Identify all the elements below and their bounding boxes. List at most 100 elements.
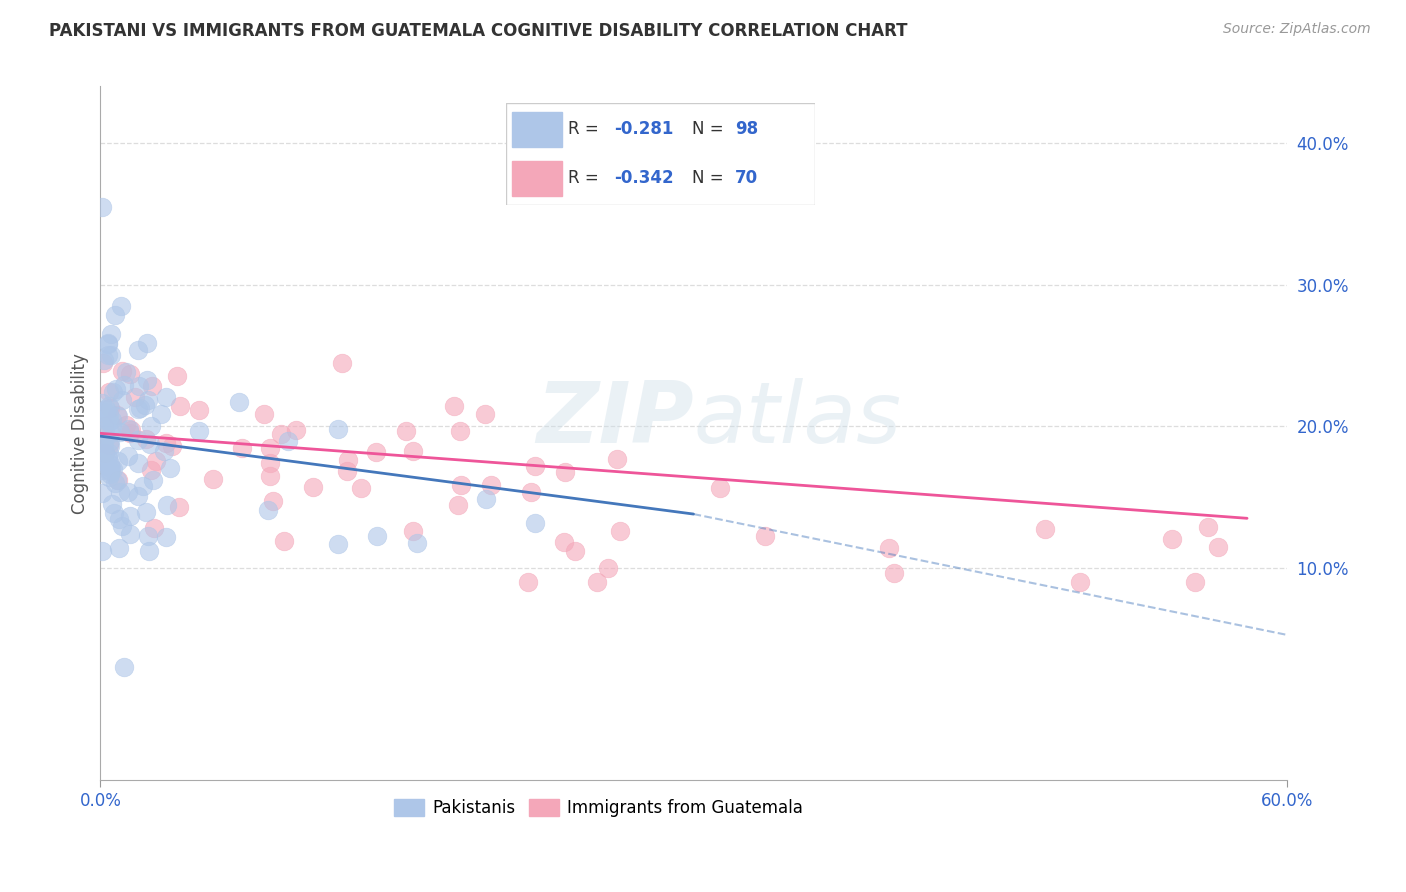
Point [103,506,125,520]
Point [124,391,146,405]
Point [111,392,134,407]
Point [100,426,122,441]
Point [94,403,117,417]
Point [138,543,160,558]
Point [134,398,156,412]
Point [97,384,120,399]
Point [553,535,575,549]
Point [402,443,425,458]
Text: 70: 70 [735,169,758,187]
Point [129,401,152,416]
Point [139,419,162,434]
Text: atlas: atlas [693,378,901,461]
FancyBboxPatch shape [512,161,562,196]
Point [96,458,118,473]
Point [606,451,628,466]
Point [554,465,576,479]
Point [127,343,149,357]
FancyBboxPatch shape [512,112,562,146]
Point [586,575,609,590]
Point [524,516,547,531]
Point [474,407,496,421]
Point [118,426,141,441]
Point [111,519,134,533]
Point [136,392,159,407]
Point [107,453,129,467]
Point [97,348,120,362]
Point [302,480,325,494]
Point [128,378,150,392]
Point [98,439,121,453]
Point [97,399,120,413]
Point [155,390,177,404]
Point [284,424,307,438]
Point [447,498,470,512]
Point [167,500,190,515]
Text: 98: 98 [735,120,758,138]
Point [1197,520,1219,534]
Point [155,435,177,450]
Point [136,336,159,351]
Point [101,497,124,511]
Point [127,401,149,416]
Text: -0.342: -0.342 [614,169,673,187]
Point [202,472,225,486]
Point [97,335,120,350]
Point [98,467,121,482]
Point [91,437,114,451]
Point [135,505,157,519]
Point [93,406,115,420]
Point [450,478,472,492]
Point [520,484,543,499]
Point [139,463,162,477]
Point [1033,522,1056,536]
Point [91,486,114,500]
Point [609,524,631,539]
Point [112,377,135,392]
Point [475,491,498,506]
Point [117,485,139,500]
Point [754,529,776,543]
Point [326,422,349,436]
Text: N =: N = [692,169,728,187]
Point [115,365,138,379]
Point [98,457,121,471]
Point [97,337,120,351]
Point [135,373,157,387]
Point [107,474,129,488]
Point [101,384,124,399]
Point [449,424,471,438]
Text: R =: R = [568,169,605,187]
Point [98,434,121,448]
Point [135,432,157,446]
Point [93,353,115,368]
Point [108,541,131,555]
Point [166,368,188,383]
Point [120,509,142,524]
Point [596,561,619,575]
Point [153,444,176,458]
Point [138,437,160,451]
Point [94,424,117,438]
Point [160,439,183,453]
Point [877,541,900,555]
Point [100,461,122,475]
Point [1184,575,1206,590]
Point [93,434,115,449]
Point [259,469,281,483]
Text: R =: R = [568,120,605,138]
Point [259,456,281,470]
Point [100,401,122,416]
Point [91,454,114,468]
Point [127,456,149,470]
Point [93,438,115,452]
Point [330,355,353,369]
Point [105,382,128,396]
Point [127,433,149,447]
Point [149,407,172,421]
Point [103,476,125,491]
Point [100,327,122,342]
Point [105,473,128,487]
Point [104,308,127,322]
Point [98,414,121,428]
